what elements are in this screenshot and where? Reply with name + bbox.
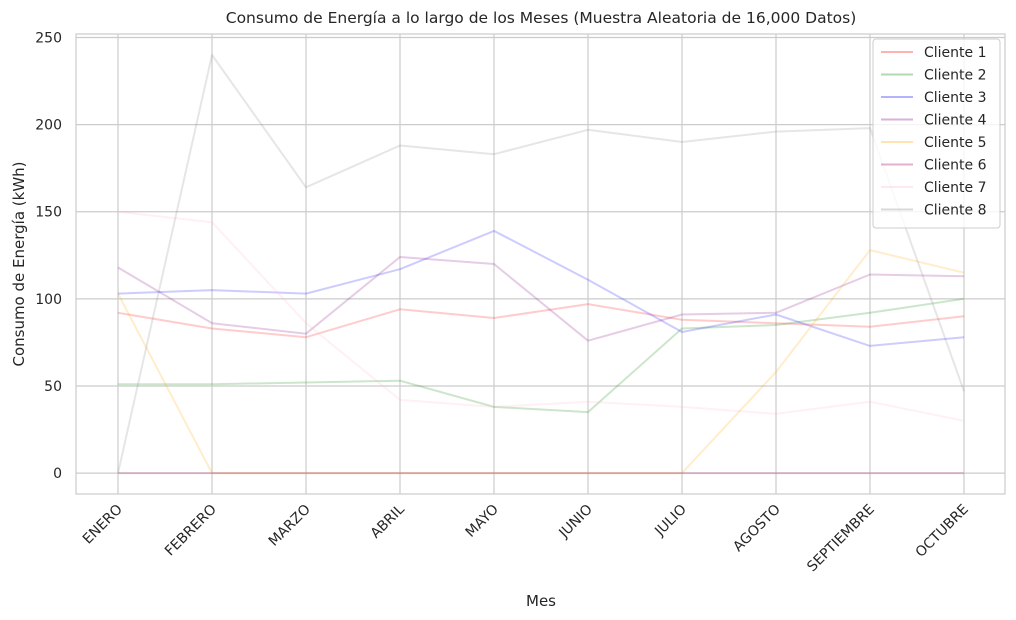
series-line-cliente-8: [117, 53, 965, 474]
y-tick-label: 0: [53, 466, 62, 482]
x-axis-label: Mes: [526, 592, 556, 610]
legend-box: [872, 38, 1001, 229]
legend-label: Cliente 8: [924, 203, 987, 219]
y-tick-label: 150: [35, 205, 62, 221]
legend-label: Cliente 2: [924, 68, 987, 84]
series-line-cliente-4: [117, 256, 965, 342]
legend: Cliente 1 Cliente 2 Cliente 3 Cliente 4 Clie…: [872, 38, 1001, 229]
legend-label: Cliente 3: [924, 90, 987, 106]
y-tick-label: 250: [35, 30, 62, 46]
y-axis-label: Consumo de Energía (kWh): [10, 161, 28, 366]
plot-frame: [75, 33, 1006, 495]
series-line-cliente-1: [117, 303, 965, 339]
series-line-cliente-5: [117, 249, 965, 475]
y-axis-ticks: 0 50 100 150 200 250: [35, 30, 62, 482]
legend-label: Cliente 5: [924, 135, 987, 151]
series-layer: [117, 53, 965, 475]
series-line-cliente-2: [118, 297, 965, 414]
y-tick-label: 100: [35, 292, 62, 308]
chart-title: Consumo de Energía a lo largo de los Mes…: [226, 9, 857, 27]
series-line-cliente-3: [117, 229, 965, 347]
y-tick-label: 200: [35, 118, 62, 134]
legend-label: Cliente 6: [924, 158, 987, 174]
series-line-cliente-7: [117, 210, 965, 422]
grid: [76, 34, 1005, 494]
legend-label: Cliente 1: [924, 45, 987, 61]
legend-label: Cliente 7: [924, 180, 987, 196]
legend-label: Cliente 4: [924, 113, 987, 129]
y-tick-label: 50: [44, 379, 62, 395]
